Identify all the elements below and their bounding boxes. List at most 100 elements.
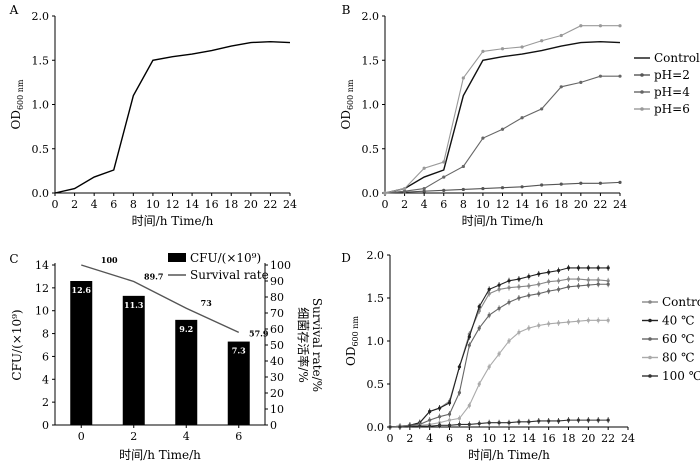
legend-marker (648, 337, 652, 341)
data-point (517, 296, 521, 300)
series-line (384, 40, 621, 194)
y2-axis-label-en: Survival rate/% (310, 298, 324, 392)
x-tick-label: 24 (621, 432, 635, 445)
data-point (606, 318, 610, 322)
data-point (606, 282, 610, 286)
bar (175, 319, 198, 425)
panel-label: D (341, 251, 351, 265)
data-point (437, 423, 442, 427)
data-point (437, 415, 442, 419)
data-point (606, 418, 610, 422)
x-axis-label: 时间/h Time/h (119, 448, 201, 462)
x-axis-label: 时间/h Time/h (462, 214, 544, 228)
data-point (520, 45, 524, 49)
panel-label: A (9, 3, 19, 17)
bar-value-label: 11.3 (124, 300, 144, 310)
data-point (540, 39, 544, 43)
data-point (477, 382, 481, 386)
data-point (481, 49, 485, 54)
y-tick-label: 8 (42, 328, 49, 341)
y-tick-label: 0.0 (362, 187, 380, 200)
legend-label: Control (662, 295, 700, 309)
data-point (596, 418, 600, 422)
data-point (618, 24, 622, 28)
y-tick-label: 2.0 (362, 10, 380, 23)
data-point (457, 391, 462, 395)
y-tick-label: 1.0 (367, 335, 385, 348)
data-point (507, 286, 511, 290)
data-point (507, 300, 511, 304)
y-tick-label: 4 (42, 373, 49, 386)
data-point (547, 322, 551, 326)
y2-tick-label: 100 (270, 259, 291, 272)
y-axis-label-sub: 600 nm (16, 79, 25, 110)
data-point (481, 136, 485, 140)
data-point (500, 186, 505, 190)
data-point (586, 283, 590, 287)
series-line (389, 319, 609, 428)
legend-marker (648, 374, 652, 378)
panel-a: A0 2 4 6 8 10 12 14 16 18 20 22 240.00.51.01.52.0时间/… (9, 3, 297, 228)
y-tick-label: 0 (42, 419, 49, 432)
data-point (527, 274, 531, 279)
data-point (507, 279, 511, 283)
y-tick-label: 0.0 (367, 421, 385, 434)
data-point (586, 266, 590, 270)
data-point (402, 189, 407, 193)
data-point (477, 305, 481, 309)
legend-label: 40 ℃ (662, 314, 695, 328)
x-tick-label: 12 (496, 198, 510, 211)
data-point (461, 187, 465, 192)
data-point (576, 266, 581, 270)
data-point (487, 313, 491, 317)
x-tick-label: 2 (401, 198, 408, 211)
x-axis-label: 时间/h Time/h (468, 448, 550, 462)
y2-tick-label: 0 (270, 419, 277, 432)
y2-tick-label: 60 (270, 323, 284, 336)
data-point (467, 343, 471, 347)
x-tick-label: 8 (460, 198, 467, 211)
legend-marker (640, 90, 644, 94)
data-point (596, 318, 600, 322)
panel-c: C 0 2 4 6 8 10 12 14 0 10 20 30 40 50 60 70 80 90 100 0 2 4 6 12… (9, 251, 324, 462)
data-point (527, 420, 531, 424)
data-point (598, 181, 603, 185)
data-point (422, 166, 426, 170)
data-point (428, 418, 432, 422)
data-point (537, 292, 541, 296)
x-tick-label: 6 (110, 198, 117, 211)
x-tick-label: 2 (406, 432, 413, 445)
data-point (547, 419, 551, 423)
data-point (457, 365, 462, 369)
data-point (576, 277, 581, 281)
data-point (388, 425, 392, 429)
y-tick-label: 1.5 (32, 54, 50, 67)
x-tick-label: 4 (183, 430, 190, 443)
y-tick-label: 2.0 (32, 10, 50, 23)
x-tick-label: 22 (601, 432, 615, 445)
legend-label: 60 ℃ (662, 332, 695, 346)
y2-axis-label-cn: 细菌存活率/% (296, 307, 311, 382)
data-point (537, 419, 541, 423)
data-point (517, 277, 521, 281)
bar (227, 341, 250, 425)
data-point (579, 80, 583, 84)
data-point (606, 266, 610, 270)
y-axis-label-main: OD (344, 347, 358, 366)
data-point (556, 321, 561, 325)
bar-value-label: 7.3 (232, 346, 246, 356)
panel-d: D0 2 4 6 8 10 12 14 16 18 20 22 240.00.51.01.52.0时间/… (341, 249, 700, 462)
y-tick-label: 1.5 (367, 292, 385, 305)
data-point (422, 186, 426, 191)
x-tick-label: 16 (542, 432, 556, 445)
y-tick-label: 0.5 (32, 143, 50, 156)
data-point (618, 180, 622, 184)
data-point (507, 421, 511, 425)
x-tick-label: 4 (91, 198, 98, 211)
survival-value-label: 100 (101, 255, 118, 265)
bar-value-label: 9.2 (179, 324, 193, 334)
y-tick-label: 1.0 (32, 99, 50, 112)
y-axis-label: CFU/(×10⁹) (10, 309, 24, 380)
data-point (500, 127, 505, 131)
